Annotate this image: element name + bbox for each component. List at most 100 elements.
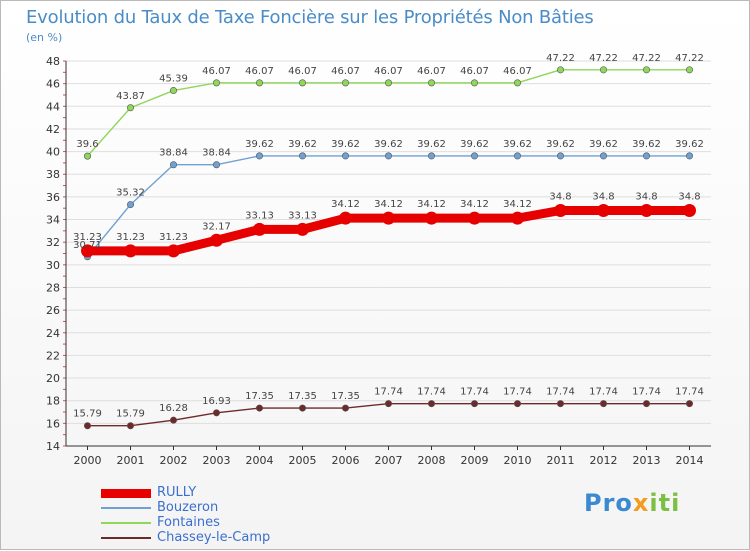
y-tick-label: 22	[46, 349, 60, 362]
data-point	[256, 79, 264, 87]
data-label: 34.12	[460, 199, 489, 210]
data-point	[513, 152, 521, 160]
data-point	[127, 104, 135, 112]
data-point	[384, 152, 392, 160]
data-label: 33.13	[245, 210, 274, 221]
data-label: 15.79	[73, 409, 102, 420]
y-tick-label: 40	[46, 146, 60, 159]
data-point	[298, 79, 306, 87]
data-point	[81, 244, 94, 258]
data-label: 47.22	[632, 53, 661, 64]
y-tick-label: 42	[46, 123, 60, 136]
data-label: 34.12	[417, 199, 446, 210]
data-label: 31.23	[73, 232, 102, 243]
data-label: 39.62	[675, 139, 704, 150]
data-point	[599, 66, 607, 74]
legend-item: RULLY	[101, 485, 361, 500]
data-label: 46.07	[202, 66, 231, 77]
x-tick-label: 2010	[504, 454, 532, 467]
data-label: 34.12	[331, 199, 360, 210]
data-point	[599, 152, 607, 160]
data-label: 45.39	[159, 74, 188, 85]
y-tick-label: 20	[46, 372, 60, 385]
data-label: 30.71	[73, 240, 102, 251]
data-label: 17.35	[245, 391, 274, 402]
data-label: 35.32	[116, 188, 145, 199]
data-label: 46.07	[288, 66, 317, 77]
x-tick-label: 2005	[289, 454, 317, 467]
data-point	[425, 211, 438, 225]
data-point	[468, 211, 481, 225]
data-label: 39.62	[589, 139, 618, 150]
legend-item: Fontaines	[101, 515, 361, 530]
data-point	[170, 87, 178, 95]
data-label: 46.07	[503, 66, 532, 77]
data-point	[470, 400, 478, 408]
data-label: 34.8	[635, 191, 657, 202]
data-label: 16.93	[202, 396, 231, 407]
data-point	[256, 404, 264, 412]
y-tick-label: 14	[46, 440, 60, 453]
legend-label: Fontaines	[157, 515, 220, 530]
legend-swatch	[101, 488, 151, 498]
data-label: 15.79	[116, 409, 145, 420]
data-label: 17.74	[675, 387, 704, 398]
data-point	[685, 66, 693, 74]
data-label: 31.23	[116, 232, 145, 243]
data-point	[213, 409, 221, 417]
y-tick-label: 46	[46, 78, 60, 91]
data-label: 39.62	[331, 139, 360, 150]
x-tick-label: 2009	[461, 454, 489, 467]
data-point	[382, 211, 395, 225]
y-tick-label: 48	[46, 55, 60, 68]
data-point	[384, 79, 392, 87]
data-label: 38.84	[159, 148, 188, 159]
data-point	[685, 400, 693, 408]
data-point	[642, 66, 650, 74]
legend-label: Chassey-le-Camp	[157, 530, 271, 545]
data-point	[513, 400, 521, 408]
data-label: 31.23	[159, 232, 188, 243]
data-point	[124, 244, 137, 258]
x-tick-label: 2002	[160, 454, 188, 467]
x-tick-label: 2007	[375, 454, 403, 467]
data-point	[127, 422, 135, 430]
legend-label: RULLY	[157, 485, 197, 500]
data-point	[84, 152, 92, 160]
data-label: 32.17	[202, 221, 231, 232]
data-label: 17.74	[503, 387, 532, 398]
data-point	[685, 152, 693, 160]
data-point	[599, 400, 607, 408]
proxiti-logo: Proxiti	[584, 489, 681, 517]
data-label: 39.62	[546, 139, 575, 150]
data-point	[170, 161, 178, 169]
data-point	[341, 79, 349, 87]
legend-item: Chassey-le-Camp	[101, 530, 361, 545]
data-label: 17.74	[460, 387, 489, 398]
x-tick-label: 2008	[418, 454, 446, 467]
data-label: 39.62	[245, 139, 274, 150]
data-label: 34.12	[374, 199, 403, 210]
chart-legend: RULLY Bouzeron Fontaines Chassey-le-Camp	[101, 485, 361, 545]
data-label: 17.74	[589, 387, 618, 398]
data-label: 46.07	[245, 66, 274, 77]
x-tick-label: 2014	[676, 454, 704, 467]
data-point	[298, 404, 306, 412]
data-point	[554, 203, 567, 217]
y-tick-label: 16	[46, 417, 60, 430]
data-label: 34.8	[678, 191, 700, 202]
y-tick-label: 38	[46, 168, 60, 181]
data-label: 17.74	[374, 387, 403, 398]
data-point	[642, 400, 650, 408]
data-point	[298, 152, 306, 160]
data-label: 47.22	[675, 53, 704, 64]
data-label: 17.35	[331, 391, 360, 402]
data-point	[427, 79, 435, 87]
y-tick-label: 30	[46, 259, 60, 272]
data-point	[213, 79, 221, 87]
x-tick-label: 2013	[633, 454, 661, 467]
data-point	[556, 400, 564, 408]
data-point	[683, 203, 696, 217]
data-point	[170, 416, 178, 424]
